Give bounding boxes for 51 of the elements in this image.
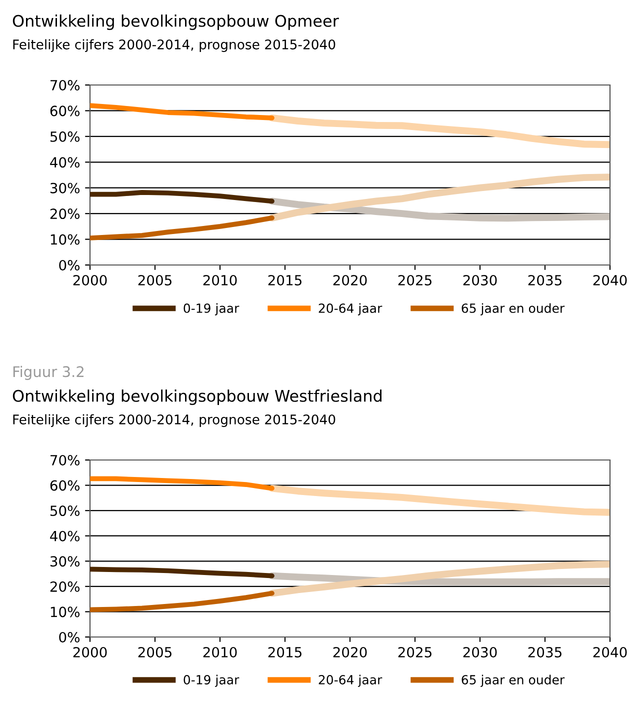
- x-tick-label: 2000: [73, 274, 107, 286]
- chart-title: Ontwikkeling bevolkingsopbouw Westfriesland: [12, 390, 382, 405]
- text: Figuur 3.2: [13, 366, 84, 380]
- legend-label: 0-19 jaar: [184, 674, 240, 687]
- y-tick-label: 70%: [50, 80, 80, 90]
- x-tick-label: 2025: [398, 274, 432, 286]
- y-tick-label: 40%: [50, 157, 80, 168]
- line-series: [90, 590, 274, 612]
- y-tick-label: 60%: [50, 480, 80, 491]
- y-tick-label: 60%: [50, 106, 80, 116]
- y-tick-label: 50%: [50, 506, 80, 516]
- x-tick-label: 2010: [203, 646, 237, 658]
- x-tick-label: 2020: [333, 646, 367, 658]
- legend-label: 20-64 jaar: [318, 674, 382, 687]
- x-tick-label: 2040: [593, 274, 627, 286]
- line-series: [90, 103, 274, 120]
- x-tick-label: 2040: [593, 646, 627, 658]
- x-tick-label: 2030: [463, 646, 497, 658]
- chart-subtitle: Feitelijke cijfers 2000-2014, prognose 2015-2040: [13, 39, 336, 52]
- x-tick-label: 2000: [73, 646, 107, 658]
- chart-subtitle: Feitelijke cijfers 2000-2014, prognose 2015-2040: [13, 414, 336, 427]
- legend-label: 65 jaar en ouder: [462, 303, 565, 316]
- x-tick-label: 2020: [333, 274, 367, 286]
- y-tick-label: 50%: [50, 131, 80, 142]
- y-tick-label: 10%: [50, 234, 80, 245]
- legend-label: 20-64 jaar: [318, 303, 382, 316]
- x-tick-label: 2005: [138, 646, 172, 658]
- x-tick-label: 2005: [138, 274, 172, 286]
- y-tick-label: 70%: [50, 454, 80, 466]
- x-tick-label: 2035: [528, 274, 562, 286]
- y-tick-label: 30%: [50, 556, 80, 567]
- x-tick-label: 2015: [268, 646, 302, 658]
- chart-title: Ontwikkeling bevolkingsopbouw Opmeer: [12, 14, 339, 30]
- y-tick-label: 10%: [50, 606, 80, 618]
- x-tick-label: 2025: [398, 646, 432, 658]
- y-tick-label: 20%: [50, 581, 80, 592]
- y-tick-label: 0%: [59, 632, 80, 642]
- x-tick-label: 2015: [268, 274, 302, 286]
- line-series: [90, 476, 274, 491]
- x-tick-label: 2010: [203, 274, 237, 286]
- line-series: [90, 216, 274, 240]
- y-tick-label: 30%: [50, 182, 80, 194]
- y-tick-label: 20%: [50, 208, 80, 220]
- legend-label: 65 jaar en ouder: [462, 674, 565, 687]
- line-series: [90, 190, 274, 204]
- x-tick-label: 2035: [528, 646, 562, 658]
- x-tick-label: 2030: [463, 274, 497, 286]
- y-tick-label: 0%: [59, 260, 80, 270]
- legend-label: 0-19 jaar: [184, 303, 240, 316]
- y-tick-label: 40%: [50, 530, 80, 542]
- line-series: [90, 566, 274, 578]
